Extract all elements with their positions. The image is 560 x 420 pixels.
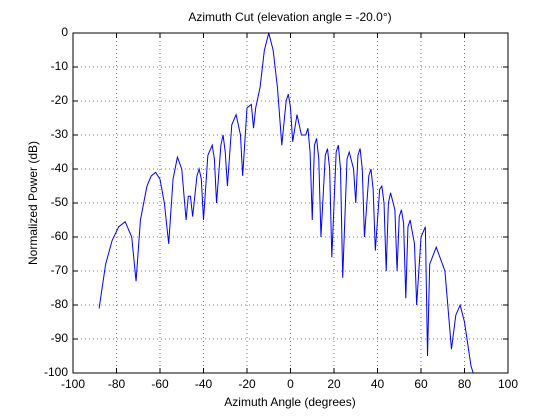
y-tick-label: -50 — [51, 195, 69, 209]
x-tick-label: -40 — [195, 377, 213, 391]
x-tick-label: -80 — [108, 377, 126, 391]
y-tick-label: -30 — [51, 127, 69, 141]
chart-title: Azimuth Cut (elevation angle = -20.0°) — [188, 10, 391, 24]
x-tick-label: -60 — [151, 377, 169, 391]
x-tick-label: 40 — [371, 377, 385, 391]
axes-box — [72, 32, 509, 374]
x-tick-label: 60 — [414, 377, 428, 391]
data-line — [98, 32, 474, 374]
y-tick-label: -10 — [51, 59, 69, 73]
x-tick-label: 0 — [287, 377, 294, 391]
y-tick-label: -90 — [51, 331, 69, 345]
x-tick-label: 80 — [458, 377, 472, 391]
y-tick-label: -40 — [51, 161, 69, 175]
x-axis-label: Azimuth Angle (degrees) — [224, 395, 355, 409]
y-tick-label: -60 — [51, 229, 69, 243]
y-tick-label: -80 — [51, 297, 69, 311]
x-tick-label: 100 — [498, 377, 518, 391]
y-tick-label: 0 — [61, 25, 68, 39]
y-tick-label: -70 — [51, 263, 69, 277]
y-axis-label: Normalized Power (dB) — [26, 141, 40, 265]
y-tick-label: -100 — [44, 365, 68, 379]
y-tick-label: -20 — [51, 93, 69, 107]
x-tick-label: -20 — [238, 377, 256, 391]
x-tick-label: -100 — [61, 377, 85, 391]
x-tick-label: 20 — [327, 377, 341, 391]
